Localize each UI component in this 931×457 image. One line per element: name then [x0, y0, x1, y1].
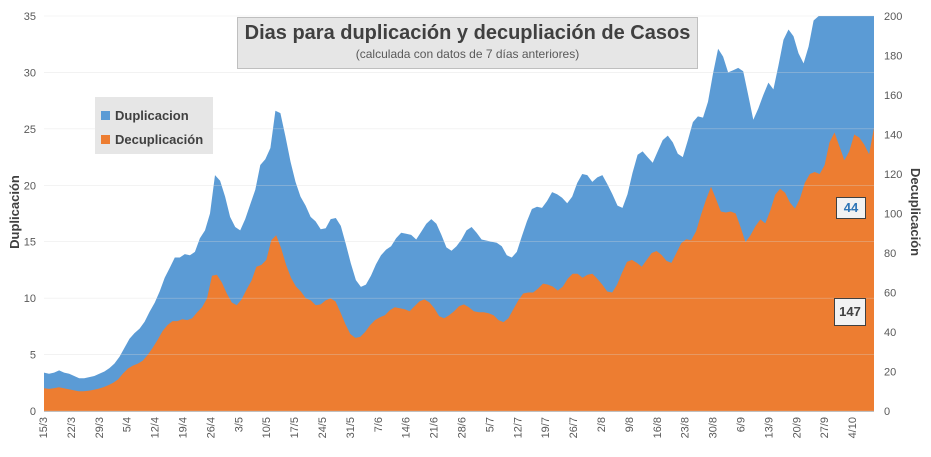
x-tick-label: 15/3	[38, 417, 50, 438]
area-decuplicacion	[44, 127, 874, 411]
x-tick-label: 30/8	[708, 417, 720, 438]
x-tick-label: 12/4	[150, 417, 162, 438]
annotation-duplicacion-value: 44	[836, 197, 866, 219]
chart-subtitle: (calculada con datos de 7 días anteriore…	[355, 47, 580, 61]
x-tick-label: 5/7	[484, 417, 496, 432]
y-left-tick-label: 20	[24, 180, 36, 192]
y-axis-right-title: Decuplicación	[908, 168, 923, 256]
x-tick-label: 16/8	[652, 417, 664, 438]
x-tick-label: 4/10	[847, 417, 859, 438]
legend-swatch-duplicacion	[101, 110, 110, 120]
x-tick-label: 17/5	[289, 417, 301, 438]
x-tick-label: 27/9	[819, 417, 831, 438]
x-tick-label: 19/4	[177, 417, 189, 438]
y-right-tick-label: 120	[884, 169, 902, 181]
x-tick-label: 12/7	[512, 417, 524, 438]
y-axis-left-title: Duplicación	[7, 175, 22, 249]
x-tick-label: 20/9	[791, 417, 803, 438]
y-left-tick-label: 5	[30, 350, 36, 362]
y-left-tick-label: 15	[24, 237, 36, 249]
chart-title-box: Dias para duplicación y decupliación de …	[237, 17, 698, 69]
y-right-tick-label: 100	[884, 209, 902, 221]
y-left-tick-label: 25	[24, 124, 36, 136]
legend-label-decuplicacion: Decuplicación	[115, 131, 204, 147]
x-tick-label: 31/5	[345, 417, 357, 438]
y-left-tick-label: 35	[24, 11, 36, 23]
x-tick-label: 22/3	[66, 417, 78, 438]
y-right-tick-label: 180	[884, 51, 902, 63]
x-tick-label: 5/4	[122, 417, 134, 432]
legend-label-duplicacion: Duplicacion	[115, 107, 189, 123]
x-tick-label: 2/8	[596, 417, 608, 432]
y-right-tick-label: 200	[884, 11, 902, 23]
y-right-tick-label: 60	[884, 288, 896, 300]
x-tick-label: 6/9	[735, 417, 747, 432]
x-tick-label: 3/5	[233, 417, 245, 432]
y-right-tick-label: 0	[884, 406, 890, 418]
x-tick-label: 14/6	[401, 417, 413, 438]
x-tick-label: 28/6	[456, 417, 468, 438]
x-tick-label: 19/7	[540, 417, 552, 438]
x-tick-label: 7/6	[373, 417, 385, 432]
y-right-tick-label: 20	[884, 367, 896, 379]
y-left-tick-label: 30	[24, 67, 36, 79]
y-right-tick-label: 80	[884, 248, 896, 260]
y-right-tick-label: 40	[884, 327, 896, 339]
x-tick-label: 13/9	[763, 417, 775, 438]
x-tick-label: 26/7	[568, 417, 580, 438]
chart-legend: Duplicacion Decuplicación	[95, 97, 213, 154]
axis-layer: 0 5 10 15 20 25 30 35 0 20 40 60 80 100 120 140 160 180 20…	[24, 11, 903, 438]
x-tick-label: 21/6	[429, 417, 441, 438]
area-layer	[44, 16, 874, 411]
y-right-tick-label: 160	[884, 90, 902, 102]
legend-swatch-decuplicacion	[101, 134, 110, 144]
x-tick-label: 24/5	[317, 417, 329, 438]
annotation-decuplicacion-value: 147	[834, 298, 866, 326]
x-tick-label: 26/4	[205, 417, 217, 438]
x-tick-label: 10/5	[261, 417, 273, 438]
x-tick-label: 29/3	[94, 417, 106, 438]
legend-item-duplicacion: Duplicacion	[101, 103, 213, 127]
legend-item-decuplicacion: Decuplicación	[101, 127, 213, 151]
x-tick-label: 9/8	[624, 417, 636, 432]
x-tick-label: 23/8	[680, 417, 692, 438]
chart-title: Dias para duplicación y decupliación de …	[244, 22, 691, 44]
y-left-tick-label: 10	[24, 293, 36, 305]
y-left-tick-label: 0	[30, 406, 36, 418]
y-right-tick-label: 140	[884, 130, 902, 142]
